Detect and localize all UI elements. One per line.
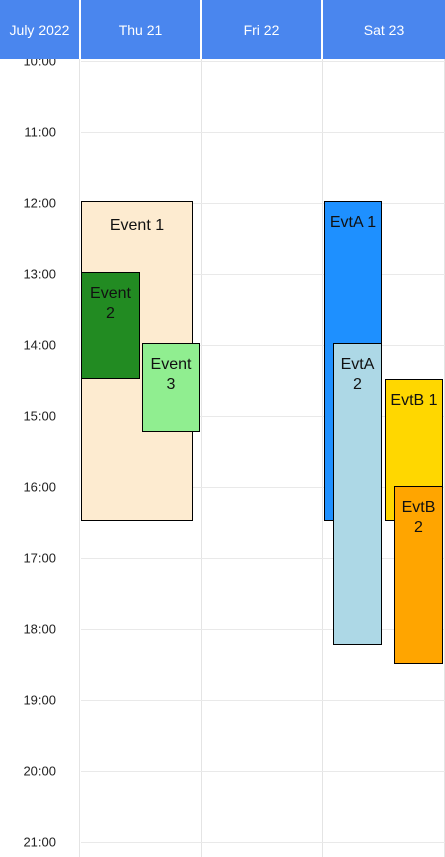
time-label: 14:00 xyxy=(23,337,56,353)
day-header-fri[interactable]: Fri 22 xyxy=(202,0,323,59)
time-label: 19:00 xyxy=(23,692,56,708)
event-label: EvtA 1 xyxy=(329,214,377,231)
event-label: EvtA 2 xyxy=(340,356,375,393)
hour-line xyxy=(81,771,445,772)
time-label: 16:00 xyxy=(23,479,56,495)
time-label: 21:00 xyxy=(23,834,56,850)
time-label: 20:00 xyxy=(23,763,56,779)
event-label: EvtB 2 xyxy=(401,499,436,536)
event-label: EvtB 1 xyxy=(390,392,438,409)
hour-line xyxy=(81,132,445,133)
time-column: 10:00 11:00 12:00 13:00 14:00 15:00 16:0… xyxy=(0,59,80,857)
event-label: Event 2 xyxy=(90,285,131,322)
time-label: 10:00 xyxy=(23,59,56,69)
day-header-thu[interactable]: Thu 21 xyxy=(81,0,202,59)
time-label: 15:00 xyxy=(23,408,56,424)
event-label: Event 1 xyxy=(109,217,165,234)
time-label: 12:00 xyxy=(23,195,56,211)
calendar-grid[interactable]: 10:00 11:00 12:00 13:00 14:00 15:00 16:0… xyxy=(0,59,445,857)
event-2[interactable]: Event 2 xyxy=(81,272,140,379)
hour-line xyxy=(81,487,445,488)
hour-line xyxy=(81,274,445,275)
hour-line xyxy=(81,558,445,559)
event-evta-2[interactable]: EvtA 2 xyxy=(333,343,382,645)
day-column-thu[interactable] xyxy=(80,59,202,857)
hour-line xyxy=(81,629,445,630)
calendar-header: July 2022 Thu 21 Fri 22 Sat 23 xyxy=(0,0,445,59)
hour-line xyxy=(81,416,445,417)
event-evtb-2[interactable]: EvtB 2 xyxy=(394,486,443,664)
hour-line xyxy=(81,700,445,701)
event-label: Event 3 xyxy=(150,356,192,393)
hour-line xyxy=(81,345,445,346)
event-3[interactable]: Event 3 xyxy=(142,343,200,432)
hour-line xyxy=(81,203,445,204)
time-label: 18:00 xyxy=(23,621,56,637)
time-label: 17:00 xyxy=(23,550,56,566)
hour-line xyxy=(81,61,445,62)
day-header-sat[interactable]: Sat 23 xyxy=(363,21,405,38)
time-label: 11:00 xyxy=(24,124,56,140)
time-label: 13:00 xyxy=(23,266,56,282)
hour-line xyxy=(81,842,445,843)
day-column-fri[interactable] xyxy=(202,59,323,857)
month-label[interactable]: July 2022 xyxy=(0,0,81,59)
